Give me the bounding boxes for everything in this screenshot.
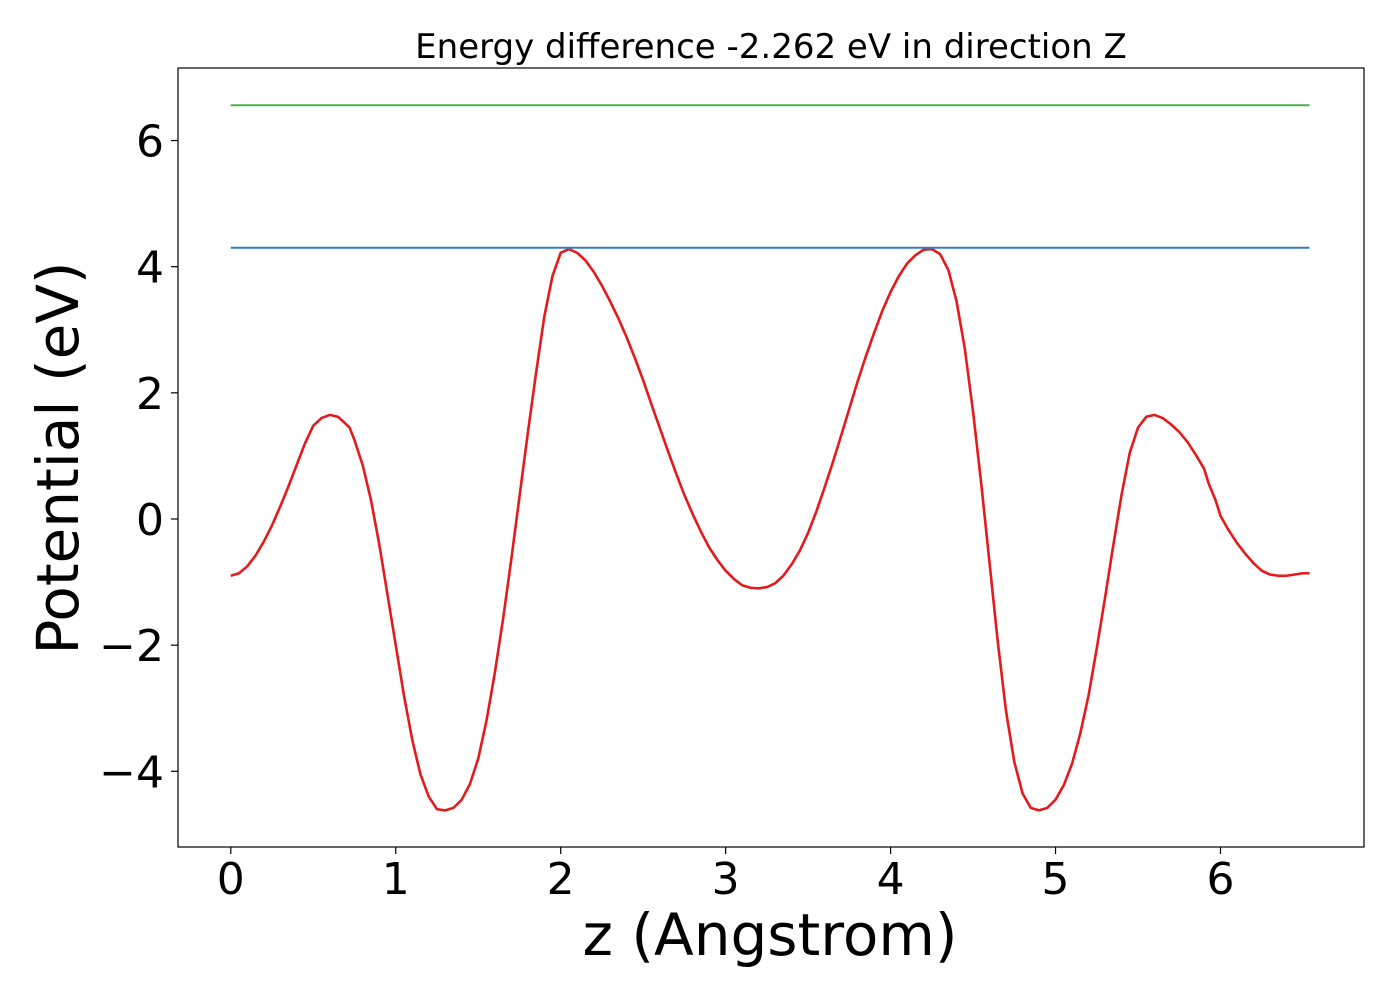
x-tick-label: 5 — [1042, 854, 1070, 905]
y-tick-label: −4 — [99, 747, 164, 798]
y-tick-label: 0 — [136, 495, 164, 546]
axes-frame — [177, 67, 1365, 848]
y-tick-label: −2 — [99, 621, 164, 672]
series-line-0 — [230, 247, 1310, 812]
x-tick-label: 0 — [217, 854, 245, 905]
chart-title: Energy difference -2.262 eV in direction… — [415, 27, 1127, 67]
plot-area — [230, 104, 1310, 812]
x-tick-label: 6 — [1206, 854, 1234, 905]
x-axis: 0 1 2 3 4 5 6 — [217, 847, 1234, 905]
y-axis: −4 −2 0 2 4 6 — [99, 117, 178, 798]
y-tick-label: 4 — [136, 243, 164, 294]
x-tick-label: 3 — [712, 854, 740, 905]
y-tick-label: 6 — [136, 117, 164, 168]
x-axis-title: z (Angstrom) — [583, 901, 958, 969]
x-tick-label: 4 — [877, 854, 905, 905]
y-axis-title: Potential (eV) — [24, 261, 92, 654]
x-tick-label: 1 — [382, 854, 410, 905]
x-tick-label: 2 — [547, 854, 575, 905]
y-tick-label: 2 — [136, 369, 164, 420]
